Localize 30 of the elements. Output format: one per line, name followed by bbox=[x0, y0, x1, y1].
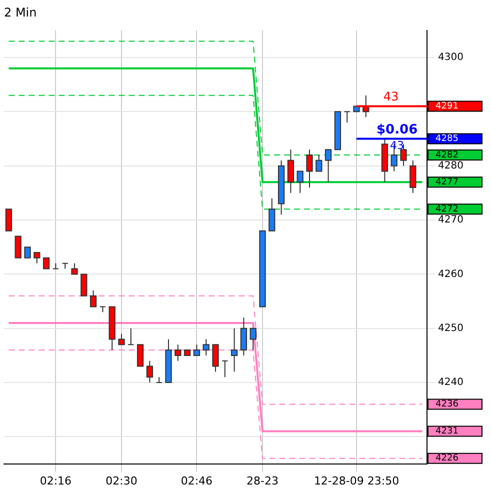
y-tick-label: 4260 bbox=[438, 268, 464, 280]
annotation: 43 bbox=[390, 139, 404, 152]
ref-line-label: 4285 bbox=[436, 134, 458, 144]
annotation: 43 bbox=[383, 89, 399, 104]
data-label: 4282 bbox=[436, 150, 458, 160]
y-tick-label: 4250 bbox=[438, 322, 464, 334]
data-label: 4226 bbox=[436, 454, 459, 464]
y-tick-label: 4280 bbox=[438, 160, 464, 172]
candlestick bbox=[128, 328, 134, 346]
x-tick-label: 02:30 bbox=[106, 474, 138, 488]
y-tick-label: 4240 bbox=[438, 377, 464, 388]
y-tick-label: 4270 bbox=[438, 214, 464, 226]
x-tick-label: 02:46 bbox=[180, 474, 213, 488]
data-label: 4231 bbox=[436, 426, 458, 437]
candlestick bbox=[156, 376, 162, 384]
candlestick bbox=[344, 111, 350, 123]
data-label: 4236 bbox=[436, 400, 459, 410]
data-label: 4272 bbox=[436, 204, 458, 215]
chart-title: 2 Min bbox=[4, 5, 37, 20]
candlestick bbox=[99, 306, 106, 313]
x-tick-label: 12-28-09 23:50 bbox=[314, 474, 400, 488]
annotation: $0.06 bbox=[376, 122, 418, 138]
y-tick-label: 4300 bbox=[438, 52, 464, 64]
candlestick bbox=[222, 360, 228, 378]
candlestick bbox=[62, 262, 68, 270]
ref-line-label: 4291 bbox=[436, 102, 458, 112]
candlestick bbox=[52, 262, 60, 270]
data-label: 4277 bbox=[436, 177, 458, 188]
x-tick-label: 28-23 bbox=[246, 474, 278, 488]
x-tick-label: 02:16 bbox=[40, 474, 72, 488]
